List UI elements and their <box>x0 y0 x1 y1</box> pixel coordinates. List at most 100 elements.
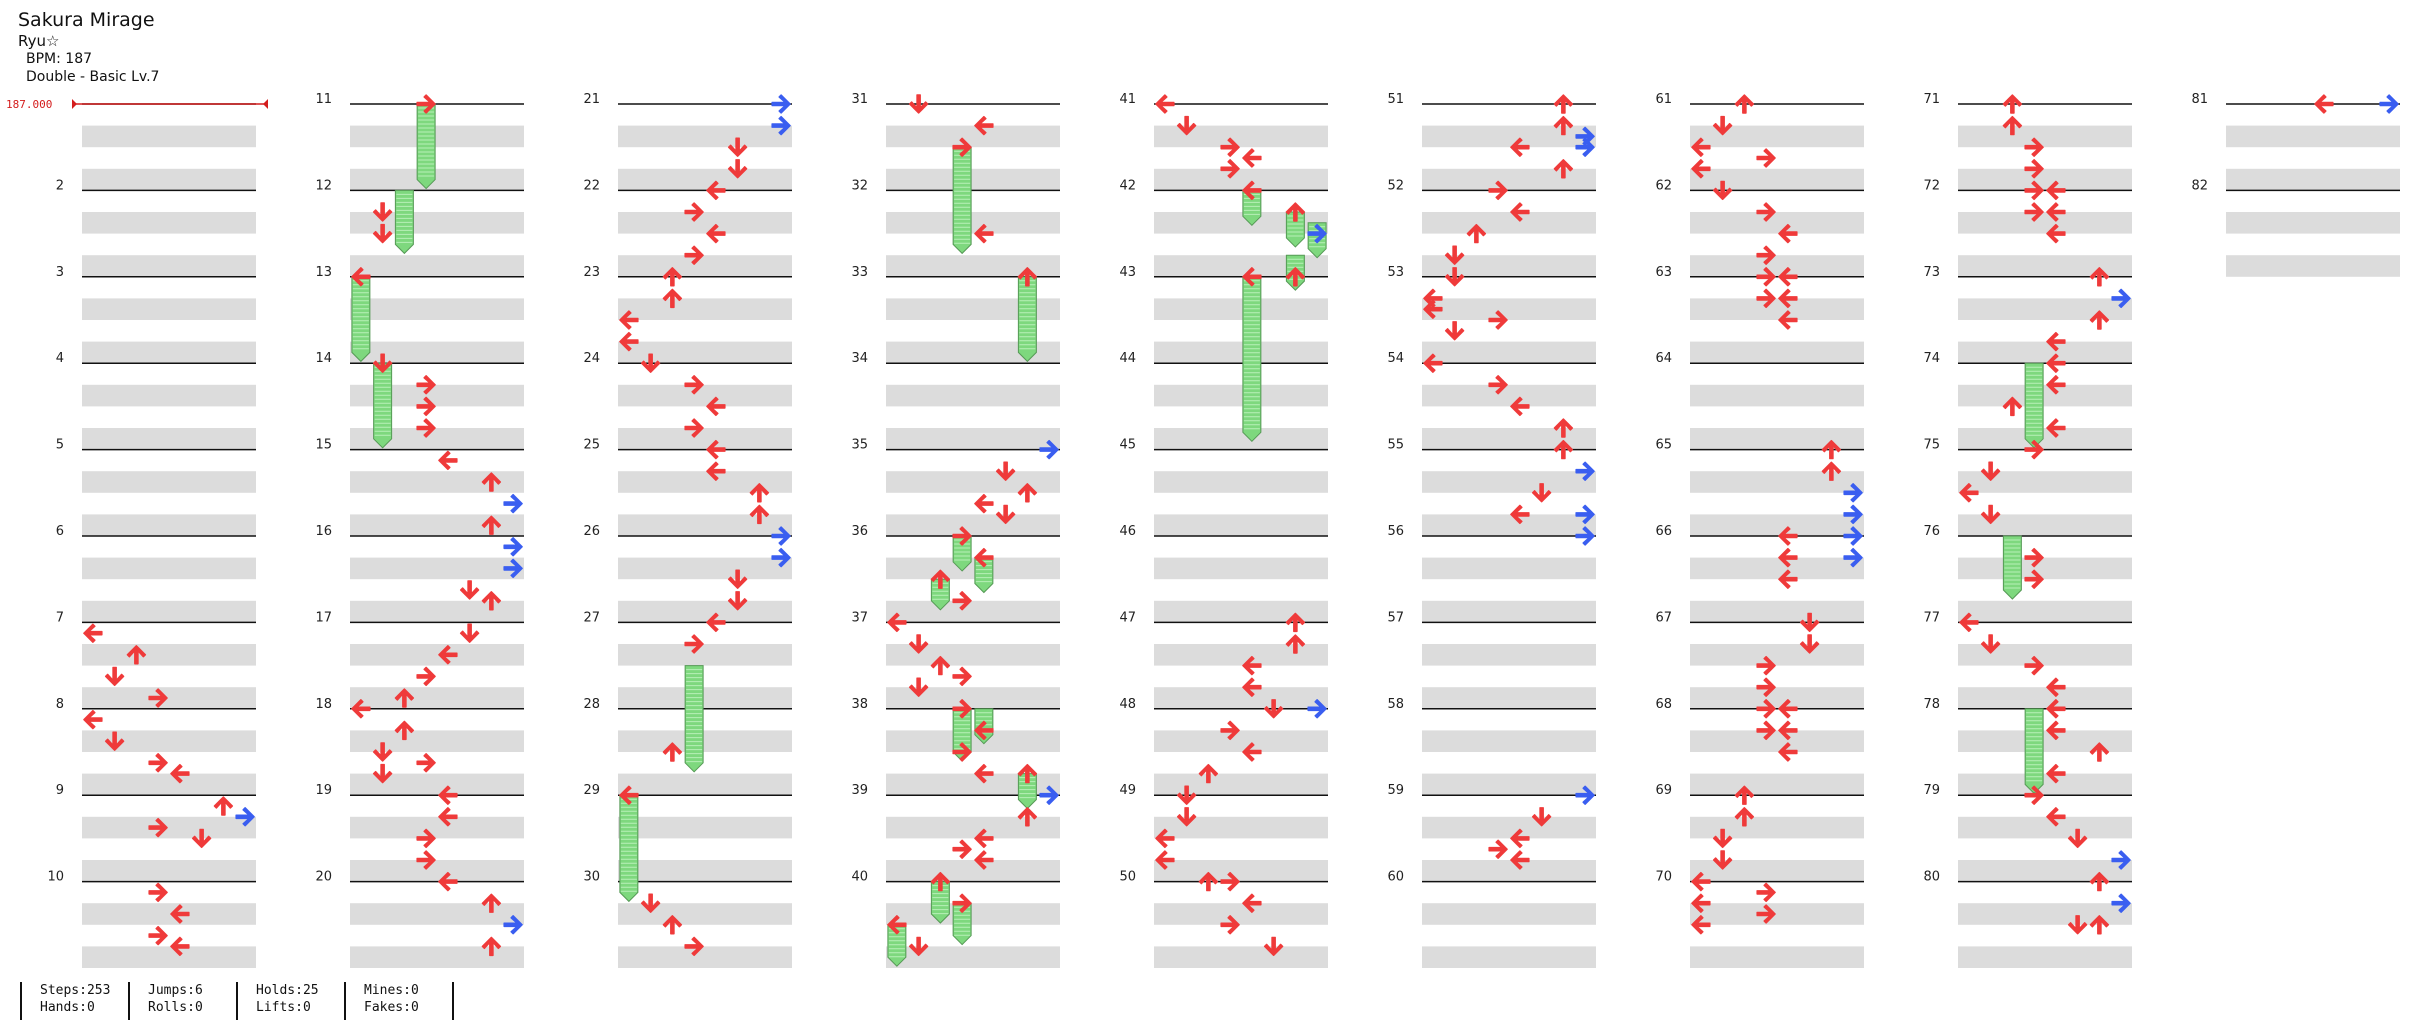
step-arrow <box>1756 677 1776 697</box>
beat-band <box>1154 125 1328 148</box>
arrow-shape <box>2046 418 2066 438</box>
beat-band <box>886 471 1060 493</box>
step-arrow <box>908 94 929 114</box>
arrow-shape <box>974 828 994 849</box>
beat-band <box>1690 946 1864 968</box>
arrow-shape <box>1423 288 1443 309</box>
step-arrow <box>749 483 770 503</box>
beat-band <box>886 212 1060 234</box>
step-arrow <box>1778 288 1798 309</box>
measure-number: 21 <box>583 92 600 107</box>
beat-band <box>1958 557 2132 580</box>
arrow-shape <box>481 936 502 957</box>
step-arrow <box>908 936 929 957</box>
step-arrow <box>481 893 502 913</box>
arrow-shape <box>372 223 393 244</box>
step-arrow <box>126 645 147 665</box>
hold-note <box>952 535 972 572</box>
beat-band <box>2226 255 2400 277</box>
measure-38: 38 <box>851 697 1060 796</box>
step-arrow <box>2046 375 2066 395</box>
beat-band <box>82 255 256 277</box>
arrow-shape <box>2046 353 2066 373</box>
step-arrow <box>952 893 972 913</box>
beat-band <box>886 298 1060 320</box>
arrow-shape <box>1553 418 1574 438</box>
arrow-shape <box>438 785 458 805</box>
step-arrow <box>1242 655 1262 676</box>
step-arrow <box>372 202 393 222</box>
arrow-shape <box>887 915 907 935</box>
beat-band <box>1422 687 1596 709</box>
beat-band <box>1958 816 2132 839</box>
beat-band <box>1422 298 1596 320</box>
measure-68: 68 <box>1655 697 1864 796</box>
step-arrow <box>148 753 168 773</box>
step-arrow <box>771 94 791 114</box>
beat-band <box>1154 298 1328 320</box>
step-arrow <box>1691 137 1711 157</box>
measure-40: 40 <box>851 870 1060 968</box>
step-arrow <box>351 699 371 719</box>
arrow-shape <box>394 720 415 741</box>
step-chart: 2345678910111213141516171819202122232425… <box>6 92 2400 968</box>
measure-52: 52 <box>1387 178 1596 277</box>
arrow-shape <box>104 731 125 751</box>
measure-number: 64 <box>1655 351 1672 366</box>
arrow-shape <box>1285 612 1306 633</box>
step-arrow <box>481 472 502 492</box>
arrow-shape <box>1155 94 1175 114</box>
stat-steps: Steps:253 <box>40 983 111 998</box>
arrow-shape <box>1756 677 1776 697</box>
measure-number: 70 <box>1655 870 1672 885</box>
arrow-shape <box>1531 807 1552 827</box>
beat-band <box>1958 600 2132 623</box>
step-arrow <box>1039 785 1059 805</box>
beat-band <box>618 428 792 450</box>
arrow-shape <box>2002 396 2023 417</box>
step-arrow <box>2089 267 2110 287</box>
arrow-shape <box>1734 807 1755 827</box>
arrow-shape <box>1575 137 1595 157</box>
step-arrow <box>416 375 436 395</box>
arrow-shape <box>1510 850 1530 870</box>
hold-note <box>394 189 414 255</box>
arrow-shape <box>1307 699 1327 719</box>
step-arrow <box>1778 310 1798 330</box>
step-arrow <box>1307 699 1327 719</box>
step-arrow <box>503 537 523 557</box>
arrow-shape <box>1691 871 1711 892</box>
arrow-shape <box>952 893 972 913</box>
beat-band <box>886 384 1060 407</box>
step-arrow <box>170 763 190 784</box>
step-arrow <box>1444 245 1465 265</box>
measure-72: 72 <box>1923 178 2132 277</box>
arrow-shape <box>706 223 726 244</box>
beat-band <box>350 557 524 580</box>
step-arrow <box>749 504 770 525</box>
beat-band <box>618 730 792 752</box>
step-arrow <box>1980 461 2001 481</box>
beat-band <box>618 212 792 234</box>
step-arrow <box>1242 893 1262 913</box>
arrow-shape <box>191 828 212 849</box>
beat-band <box>82 298 256 320</box>
step-arrow <box>148 817 168 838</box>
step-arrow <box>416 418 436 438</box>
step-arrow <box>1778 526 1798 546</box>
measure-number: 15 <box>315 438 332 453</box>
step-arrow <box>619 785 639 805</box>
step-arrow <box>1488 375 1508 395</box>
step-arrow <box>148 882 168 903</box>
step-arrow <box>1575 461 1595 481</box>
arrow-shape <box>1980 634 2001 654</box>
arrow-shape <box>2002 115 2023 136</box>
arrow-shape <box>351 699 371 719</box>
measure-number: 56 <box>1387 524 1404 539</box>
arrow-shape <box>1691 915 1711 935</box>
arrow-shape <box>1799 612 1820 633</box>
arrow-shape <box>1017 267 1038 287</box>
beat-band <box>1422 860 1596 882</box>
measure-number: 67 <box>1655 610 1672 625</box>
step-arrow <box>1039 439 1059 460</box>
